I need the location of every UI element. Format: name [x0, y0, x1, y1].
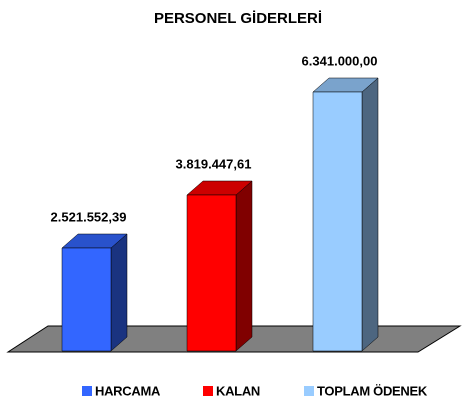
bar-front [61, 247, 112, 352]
legend-label: TOPLAM ÖDENEK [317, 383, 428, 398]
bar [61, 233, 128, 352]
legend-swatch [304, 386, 314, 396]
bar [186, 180, 253, 352]
bar [312, 77, 379, 352]
data-label: 6.341.000,00 [302, 53, 378, 68]
legend-swatch [203, 386, 213, 396]
bar-side [235, 180, 253, 352]
bar-front [312, 91, 363, 352]
data-label: 2.521.552,39 [51, 209, 127, 224]
bar-side [110, 233, 128, 352]
legend-label: HARCAMA [95, 383, 161, 398]
chart-title: PERSONEL GİDERLERİ [154, 10, 322, 27]
bar-front [186, 194, 237, 352]
legend-swatch [82, 386, 92, 396]
legend-label: KALAN [216, 383, 260, 398]
bar-side [361, 77, 379, 352]
data-label: 3.819.447,61 [176, 156, 252, 171]
